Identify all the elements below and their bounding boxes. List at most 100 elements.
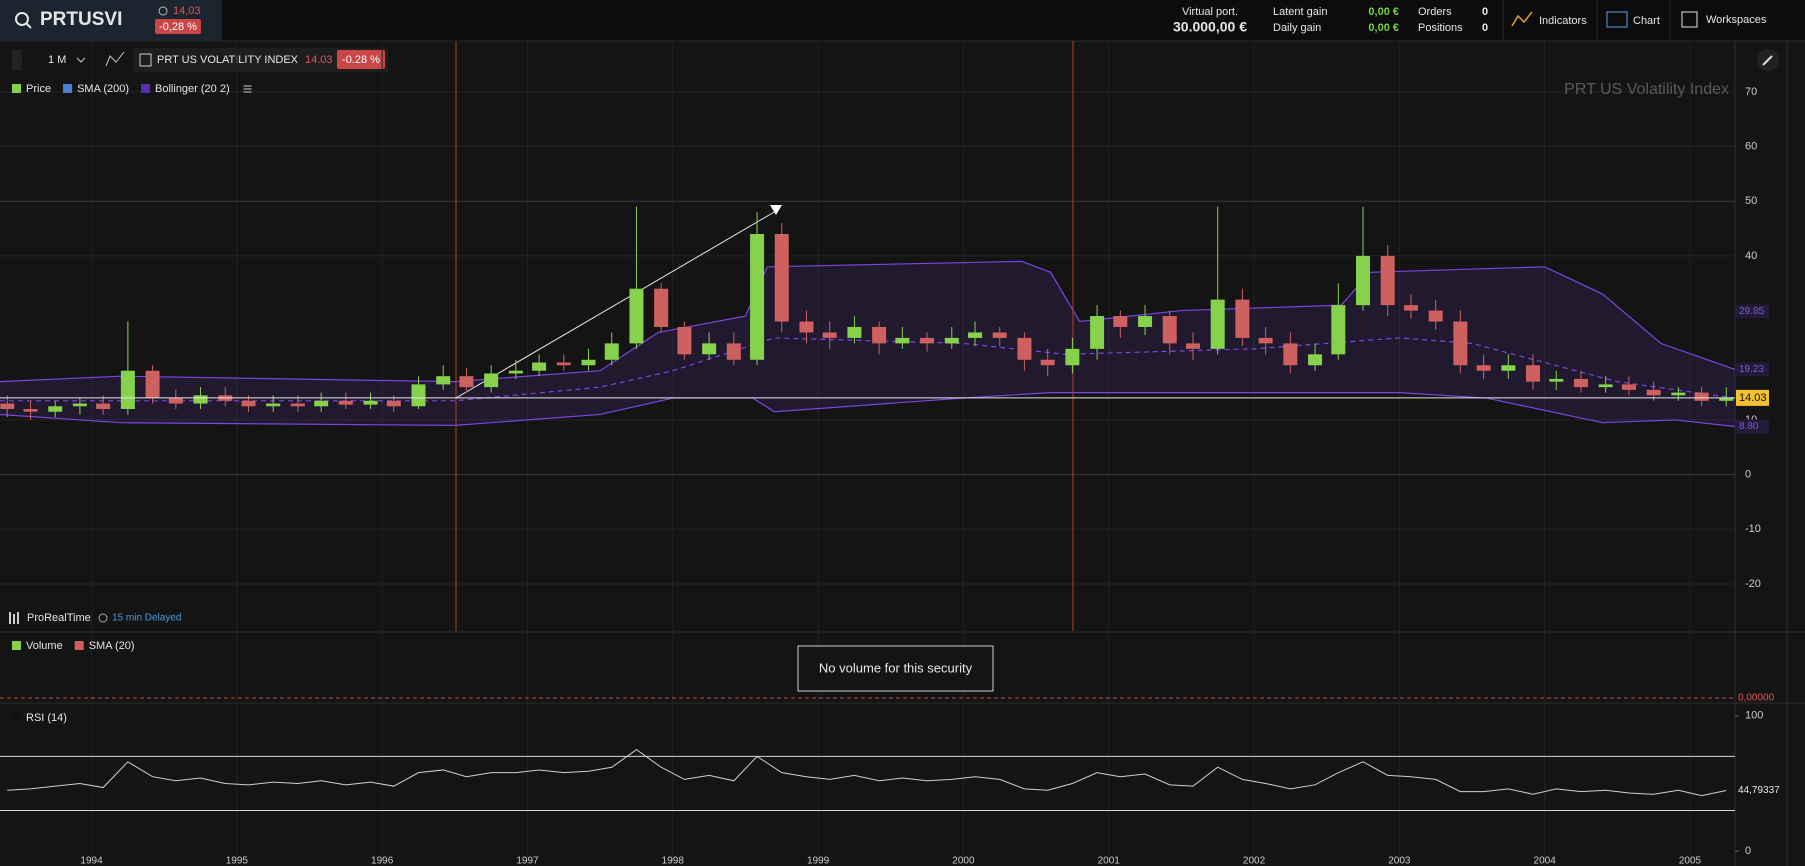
info-icon[interactable]: [139, 53, 152, 67]
top-bar: [0, 0, 1805, 41]
latent-gain-value: 0,00 €: [1368, 6, 1399, 18]
candle-body: [1719, 397, 1734, 401]
x-tick-label: 2004: [1534, 856, 1557, 866]
y-tick-label: -20: [1745, 578, 1761, 590]
candle-body: [1065, 348, 1080, 366]
candle-body: [508, 370, 523, 374]
message: No volume for this security: [819, 660, 973, 675]
candle-body: [1185, 343, 1200, 349]
rsi-line: [7, 749, 1727, 797]
candle-body: [1138, 316, 1153, 327]
chart-button[interactable]: Chart: [1606, 11, 1660, 28]
candle-body: [581, 359, 596, 366]
rsi-title: RSI (14): [26, 712, 67, 724]
candle-body: [1331, 305, 1346, 355]
candle-body: [168, 398, 183, 404]
candle-body: [726, 343, 741, 360]
y-tick-label: 0: [1745, 845, 1751, 857]
indicator-tag-label: 29.85: [1739, 306, 1764, 317]
y-tick-label: 60: [1745, 140, 1757, 152]
candle-body: [120, 370, 135, 409]
workspaces-button[interactable]: Workspaces: [1681, 11, 1767, 28]
candle-body: [1258, 337, 1273, 344]
indicator-tag-label: 8.80: [1739, 421, 1759, 432]
indicators-button[interactable]: Indicators: [1511, 11, 1587, 27]
candle-body: [1308, 354, 1323, 366]
candle-body: [266, 403, 281, 407]
indicator-tag-label: 19.23: [1739, 364, 1764, 375]
candle-body: [1621, 384, 1636, 390]
legend-swatch: [141, 84, 151, 93]
timeframe-select[interactable]: 1 M: [48, 54, 86, 66]
footer-brand: ProRealTime: [27, 612, 91, 624]
x-tick-label: 2005: [1679, 856, 1702, 866]
instrument-name: PRT US VOLATILITY INDEX: [157, 54, 299, 66]
candle-body: [1380, 255, 1395, 306]
orders-label: Orders: [1418, 6, 1452, 18]
candle-body: [774, 234, 789, 322]
candle-body: [48, 406, 63, 412]
drag-handle: [12, 50, 22, 70]
footer-delay: 15 min Delayed: [112, 613, 181, 624]
candle-body: [1476, 365, 1491, 371]
candle-body: [1453, 321, 1468, 366]
candle-body: [1428, 310, 1443, 322]
candle-body: [702, 343, 717, 355]
workspaces-icon: [1681, 11, 1698, 28]
candle-body: [1403, 305, 1418, 311]
legend-swatch: [74, 641, 84, 650]
y-tick-label: 40: [1745, 250, 1757, 262]
indicators-icon: [1511, 11, 1533, 27]
candle-body: [1210, 299, 1225, 349]
latent-gain-label: Latent gain: [1273, 6, 1327, 18]
logo-icon: [9, 612, 19, 624]
candle-body: [1356, 255, 1371, 306]
candle-body: [1526, 365, 1541, 382]
x-tick-label: 2000: [952, 856, 975, 866]
candle-body: [895, 337, 910, 344]
candle-body: [604, 343, 619, 360]
legend-swatch: [12, 641, 21, 650]
candle-body: [799, 321, 814, 333]
x-tick-label: 1999: [807, 856, 830, 866]
candle-body: [193, 395, 208, 404]
x-tick-label: 1996: [371, 856, 394, 866]
candle-body: [1598, 384, 1613, 388]
y-tick-label: -10: [1745, 523, 1761, 535]
chart-area: 1994 1995 1996 1997 1998 1999 2000 2001 2002 2003…: [0, 41, 1805, 866]
indicator-tag: [1736, 419, 1769, 434]
x-tick-label: 2003: [1388, 856, 1411, 866]
positions-label: Positions: [1418, 22, 1463, 34]
candle-body: [1090, 316, 1105, 349]
workspaces-label: Workspaces: [1706, 14, 1767, 26]
candle-body: [677, 326, 692, 355]
delay-icon: [98, 613, 108, 623]
candle-body: [872, 326, 887, 344]
rsi-tag: [1736, 783, 1786, 798]
message-box: [797, 645, 994, 692]
candle-body: [241, 400, 256, 407]
indicator-tag: [1736, 304, 1769, 319]
candle-body: [968, 332, 983, 338]
candle-body: [96, 403, 111, 409]
candle-body: [992, 332, 1007, 338]
bollinger-fill: [0, 261, 1735, 427]
daily-gain-label: Daily gain: [1273, 22, 1321, 34]
zero-label: 0,00000: [1738, 693, 1775, 704]
candle-body: [1283, 343, 1298, 366]
x-tick-label: 2001: [1098, 856, 1121, 866]
candle-body: [145, 370, 160, 399]
symbol: PRTUSVI: [40, 9, 122, 30]
chart-title: PRT US Volatility Index: [1564, 81, 1729, 98]
legend-swatch: [63, 84, 73, 93]
candle-body: [1235, 299, 1250, 338]
chart-type-icon[interactable]: [105, 51, 125, 67]
indicator-tag: [1736, 362, 1769, 377]
y-tick-label: 0: [1745, 469, 1751, 481]
candle-body: [1646, 389, 1661, 396]
positions-value: 0: [1482, 22, 1488, 34]
candle-body: [1573, 378, 1588, 388]
candle-body: [1671, 392, 1686, 396]
legend-swatch: [12, 84, 21, 93]
